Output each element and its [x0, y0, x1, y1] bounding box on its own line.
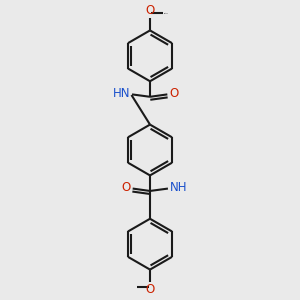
- Text: O: O: [170, 87, 179, 100]
- Text: O: O: [146, 4, 154, 17]
- Text: O: O: [121, 182, 130, 194]
- Text: O: O: [146, 283, 154, 296]
- Text: HN: HN: [113, 87, 130, 100]
- Text: NH: NH: [170, 182, 187, 194]
- Text: methyl: methyl: [164, 13, 169, 14]
